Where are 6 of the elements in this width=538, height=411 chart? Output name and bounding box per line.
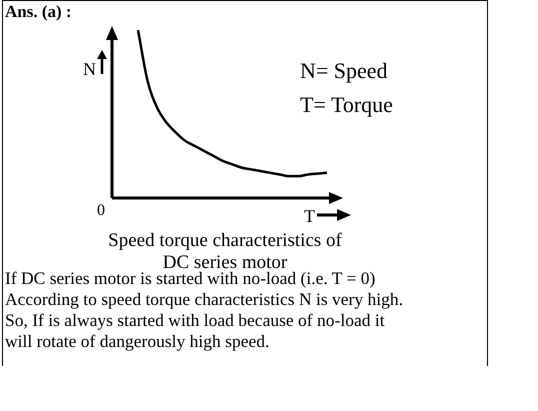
text: 0 (97, 202, 105, 219)
text: Ans. (a) : (5, 2, 72, 21)
annotation: T= Torque (300, 92, 393, 117)
y-axis-title: N (83, 59, 96, 79)
x-axis-title: T (304, 206, 315, 226)
annotation: N= Speed (300, 58, 388, 83)
